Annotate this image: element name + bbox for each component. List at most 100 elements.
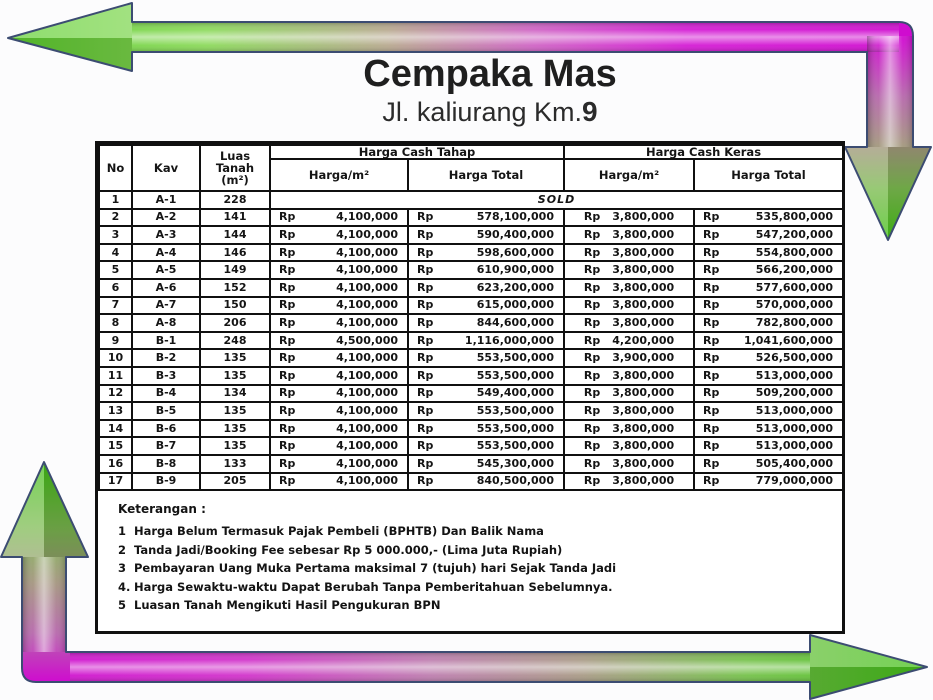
- currency-label: Rp: [417, 474, 434, 488]
- col-group-harga-cash-keras: Harga Cash Keras: [562, 144, 845, 160]
- cell-tahap-harga-total: Rp 578,100,000: [407, 207, 565, 228]
- cell-keras-harga-per-m2: Rp 3,800,000: [563, 365, 695, 386]
- table-row: 9 B-1 248 Rp 4,500,000 Rp 1,116,000,000 Rp…: [98, 330, 845, 351]
- currency-label: Rp: [417, 456, 434, 470]
- cell-luas: 150: [199, 295, 271, 316]
- table-row: 11 B-3 135 Rp 4,100,000 Rp 553,500,000 Rp 3…: [98, 365, 845, 386]
- cell-kav: A-7: [131, 295, 201, 316]
- currency-label: Rp: [417, 421, 434, 435]
- bottom-elbow-arrow-icon: [0, 461, 928, 700]
- currency-label: Rp: [583, 298, 601, 312]
- cell-keras-harga-total: Rp 570,000,000: [692, 295, 845, 316]
- cell-luas: 135: [199, 348, 271, 368]
- currency-label: Rp: [279, 315, 296, 329]
- currency-label: Rp: [417, 298, 434, 312]
- col-header-tahap-harga-total: Harga Total: [407, 158, 565, 192]
- cell-keras-harga-total: Rp 1,041,600,000: [692, 330, 845, 351]
- cell-keras-harga-per-m2: Rp 3,800,000: [563, 207, 695, 228]
- currency-label: Rp: [583, 474, 601, 488]
- currency-label: Rp: [417, 368, 434, 382]
- cell-tahap-harga-per-m2: Rp 4,100,000: [269, 471, 409, 492]
- currency-label: Rp: [703, 298, 720, 312]
- cell-kav: A-5: [131, 260, 201, 280]
- col-header-no: No: [98, 144, 133, 192]
- notes-section: Keterangan : 1 Harga Belum Termasuk Paja…: [98, 491, 842, 631]
- cell-keras-harga-per-m2: Rp 3,800,000: [563, 277, 695, 298]
- cell-keras-harga-per-m2: Rp 3,800,000: [563, 313, 695, 333]
- cell-luas: 141: [199, 207, 271, 228]
- currency-label: Rp: [583, 227, 601, 241]
- currency-label: Rp: [703, 439, 720, 453]
- cell-kav: B-2: [131, 348, 201, 368]
- cell-tahap-harga-per-m2: Rp 4,100,000: [269, 277, 409, 298]
- cell-no: 16: [98, 453, 133, 474]
- table-row: 7 A-7 150 Rp 4,100,000 Rp 615,000,000 Rp 3,…: [98, 295, 845, 316]
- cell-no: 17: [98, 471, 133, 492]
- currency-label: Rp: [583, 263, 601, 277]
- table-row: 5 A-5 149 Rp 4,100,000 Rp 610,900,000 Rp 3,…: [98, 260, 845, 280]
- cell-keras-harga-per-m2: Rp 3,900,000: [563, 348, 695, 368]
- col-header-keras-harga-per-m2: Harga/m²: [563, 158, 695, 192]
- cell-tahap-harga-per-m2: Rp 4,100,000: [269, 453, 409, 474]
- currency-label: Rp: [703, 315, 720, 329]
- currency-label: Rp: [583, 403, 601, 417]
- currency-label: Rp: [279, 263, 296, 277]
- cell-keras-harga-per-m2: Rp 4,200,000: [563, 330, 695, 351]
- cell-tahap-harga-total: Rp 1,116,000,000: [407, 330, 565, 351]
- currency-label: Rp: [279, 298, 296, 312]
- cell-no: 6: [98, 277, 133, 298]
- price-sheet: No Kav Luas Tanah (m²) Harga Cash Tahap …: [95, 141, 845, 634]
- cell-tahap-harga-total: Rp 553,500,000: [407, 436, 565, 456]
- cell-keras-harga-total: Rp 535,800,000: [692, 207, 845, 228]
- cell-tahap-harga-total: Rp 598,600,000: [407, 242, 565, 263]
- cell-keras-harga-per-m2: Rp 3,800,000: [563, 383, 695, 404]
- cell-keras-harga-total: Rp 509,200,000: [692, 383, 845, 404]
- cell-keras-harga-per-m2: Rp 3,800,000: [563, 225, 695, 245]
- currency-label: Rp: [417, 439, 434, 453]
- cell-luas: 228: [199, 190, 271, 210]
- currency-label: Rp: [703, 421, 720, 435]
- cell-kav: B-1: [131, 330, 201, 351]
- cell-kav: B-7: [131, 436, 201, 456]
- cell-luas: 135: [199, 401, 271, 421]
- cell-keras-harga-total: Rp 526,500,000: [692, 348, 845, 368]
- cell-luas: 134: [199, 383, 271, 404]
- notes-list: 1 Harga Belum Termasuk Pajak Pembeli (BP…: [118, 522, 832, 615]
- currency-label: Rp: [279, 245, 296, 259]
- cell-tahap-harga-per-m2: Rp 4,100,000: [269, 207, 409, 228]
- cell-tahap-harga-total: Rp 553,500,000: [407, 348, 565, 368]
- table-row: 10 B-2 135 Rp 4,100,000 Rp 553,500,000 Rp 3…: [98, 348, 845, 368]
- cell-keras-harga-total: Rp 513,000,000: [692, 401, 845, 421]
- table-row: 1 A-1 228 SOLD: [98, 190, 845, 210]
- currency-label: Rp: [703, 386, 720, 400]
- cell-keras-harga-per-m2: Rp 3,800,000: [563, 471, 695, 492]
- cell-keras-harga-total: Rp 566,200,000: [692, 260, 845, 280]
- currency-label: Rp: [703, 403, 720, 417]
- currency-label: Rp: [417, 386, 434, 400]
- currency-label: Rp: [583, 280, 601, 294]
- cell-kav: B-9: [131, 471, 201, 492]
- cell-luas: 144: [199, 225, 271, 245]
- currency-label: Rp: [279, 351, 296, 365]
- currency-label: Rp: [279, 403, 296, 417]
- currency-label: Rp: [417, 315, 434, 329]
- cell-tahap-harga-per-m2: Rp 4,100,000: [269, 418, 409, 439]
- col-header-keras-harga-total: Harga Total: [692, 158, 845, 192]
- cell-luas: 146: [199, 242, 271, 263]
- cell-keras-harga-per-m2: Rp 3,800,000: [563, 401, 695, 421]
- cell-tahap-harga-per-m2: Rp 4,500,000: [269, 330, 409, 351]
- currency-label: Rp: [703, 245, 720, 259]
- cell-keras-harga-per-m2: Rp 3,800,000: [563, 418, 695, 439]
- table-row: 4 A-4 146 Rp 4,100,000 Rp 598,600,000 Rp 3,…: [98, 242, 845, 263]
- notes-heading: Keterangan :: [118, 502, 206, 517]
- cell-luas: 248: [199, 330, 271, 351]
- cell-kav: A-6: [131, 277, 201, 298]
- currency-label: Rp: [279, 227, 296, 241]
- subtitle-km-number: 9: [582, 96, 598, 127]
- cell-tahap-harga-total: Rp 553,500,000: [407, 401, 565, 421]
- currency-label: Rp: [279, 421, 296, 435]
- table-row: 14 B-6 135 Rp 4,100,000 Rp 553,500,000 Rp 3…: [98, 418, 845, 439]
- cell-no: 4: [98, 242, 133, 263]
- currency-label: Rp: [583, 456, 601, 470]
